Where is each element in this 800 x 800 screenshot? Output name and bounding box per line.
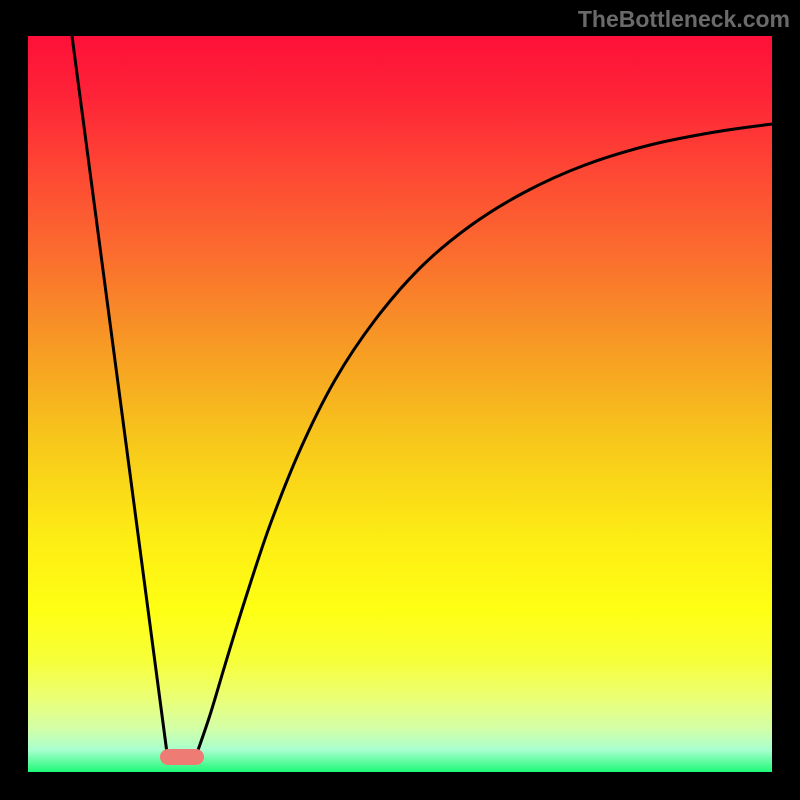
border-frame [0,0,800,800]
chart-container: TheBottleneck.com [0,0,800,800]
border-left [0,0,28,800]
border-right [772,0,800,800]
border-bottom [0,772,800,800]
watermark-text: TheBottleneck.com [578,6,790,33]
